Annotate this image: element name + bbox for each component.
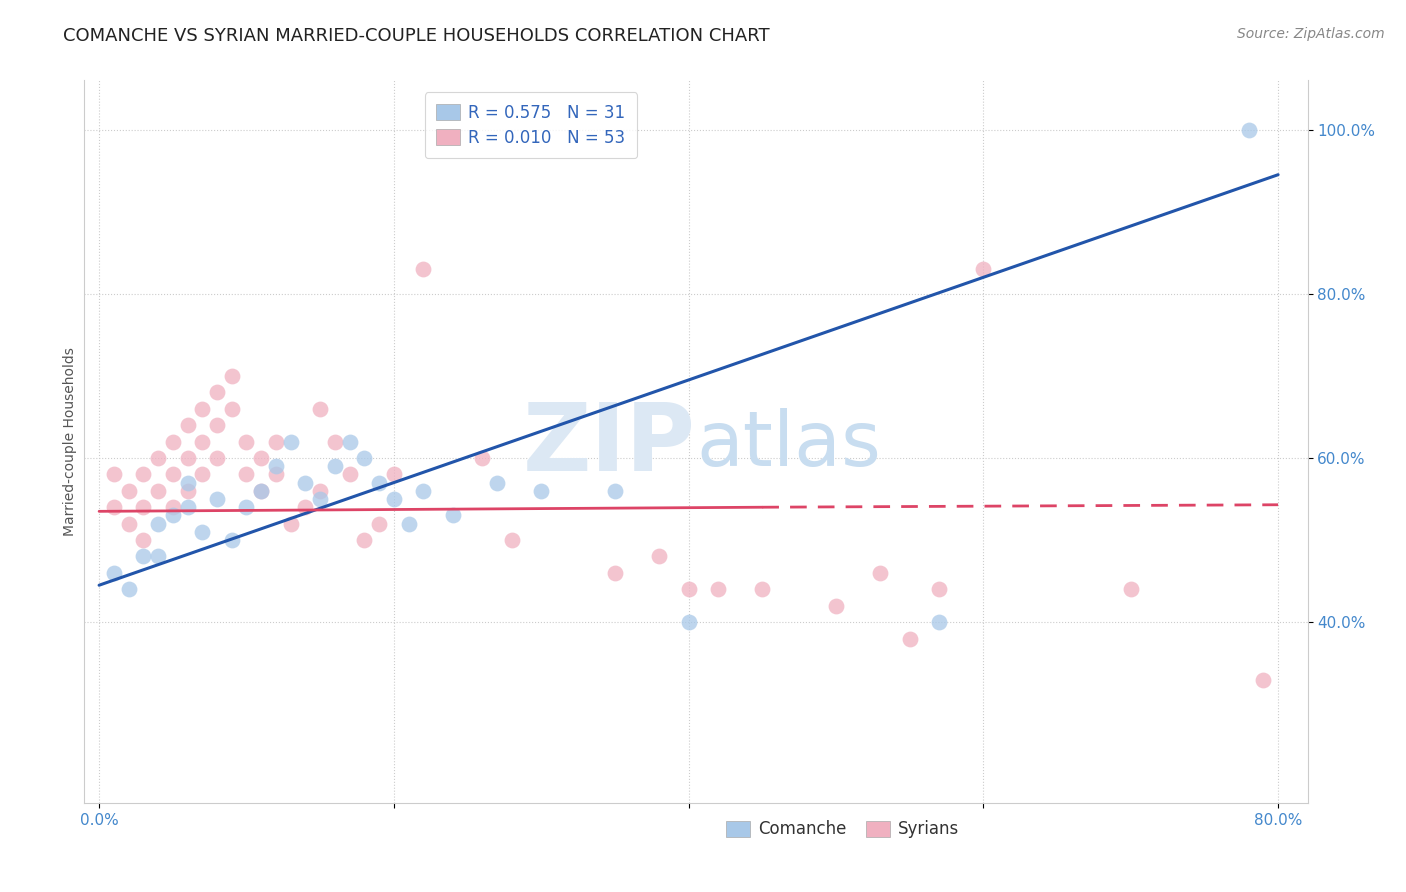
Point bbox=[264, 467, 287, 482]
Point bbox=[146, 516, 169, 531]
Point bbox=[648, 549, 671, 564]
Point bbox=[398, 516, 420, 531]
Point bbox=[280, 434, 302, 449]
Point bbox=[368, 516, 391, 531]
Text: atlas: atlas bbox=[696, 409, 880, 483]
Point bbox=[530, 483, 553, 498]
Point bbox=[869, 566, 891, 580]
Point bbox=[205, 418, 228, 433]
Point bbox=[412, 483, 434, 498]
Text: ZIP: ZIP bbox=[523, 399, 696, 491]
Point bbox=[309, 491, 332, 506]
Point bbox=[603, 566, 626, 580]
Point bbox=[280, 516, 302, 531]
Point bbox=[412, 262, 434, 277]
Point bbox=[751, 582, 773, 597]
Point bbox=[146, 450, 169, 465]
Point bbox=[132, 467, 155, 482]
Point bbox=[176, 475, 198, 490]
Point bbox=[382, 491, 405, 506]
Point bbox=[205, 491, 228, 506]
Point bbox=[205, 450, 228, 465]
Point bbox=[191, 524, 214, 539]
Point bbox=[501, 533, 523, 547]
Point bbox=[146, 549, 169, 564]
Point bbox=[707, 582, 730, 597]
Point bbox=[221, 368, 243, 383]
Point bbox=[117, 483, 139, 498]
Point bbox=[323, 434, 346, 449]
Point bbox=[1119, 582, 1142, 597]
Point bbox=[221, 533, 243, 547]
Point bbox=[1253, 673, 1275, 687]
Point bbox=[250, 450, 273, 465]
Point bbox=[191, 434, 214, 449]
Point bbox=[132, 500, 155, 515]
Legend: Comanche, Syrians: Comanche, Syrians bbox=[720, 814, 966, 845]
Point bbox=[323, 459, 346, 474]
Point bbox=[678, 582, 700, 597]
Point bbox=[353, 450, 375, 465]
Point bbox=[471, 450, 494, 465]
Point bbox=[250, 483, 273, 498]
Point bbox=[1237, 122, 1260, 136]
Point bbox=[235, 434, 257, 449]
Point bbox=[309, 483, 332, 498]
Point bbox=[103, 500, 125, 515]
Y-axis label: Married-couple Households: Married-couple Households bbox=[63, 347, 77, 536]
Point bbox=[353, 533, 375, 547]
Point bbox=[898, 632, 921, 646]
Point bbox=[132, 549, 155, 564]
Text: COMANCHE VS SYRIAN MARRIED-COUPLE HOUSEHOLDS CORRELATION CHART: COMANCHE VS SYRIAN MARRIED-COUPLE HOUSEH… bbox=[63, 27, 770, 45]
Point bbox=[221, 401, 243, 416]
Point bbox=[294, 500, 316, 515]
Point bbox=[294, 475, 316, 490]
Point bbox=[103, 467, 125, 482]
Point bbox=[176, 500, 198, 515]
Point bbox=[264, 459, 287, 474]
Point bbox=[132, 533, 155, 547]
Point bbox=[309, 401, 332, 416]
Point bbox=[162, 508, 184, 523]
Point bbox=[339, 434, 361, 449]
Point bbox=[191, 467, 214, 482]
Point bbox=[191, 401, 214, 416]
Point bbox=[176, 418, 198, 433]
Point bbox=[825, 599, 848, 613]
Point bbox=[235, 500, 257, 515]
Point bbox=[176, 450, 198, 465]
Point bbox=[972, 262, 994, 277]
Point bbox=[162, 500, 184, 515]
Point bbox=[485, 475, 508, 490]
Point bbox=[250, 483, 273, 498]
Point bbox=[368, 475, 391, 490]
Point bbox=[678, 615, 700, 630]
Point bbox=[264, 434, 287, 449]
Point bbox=[162, 467, 184, 482]
Point bbox=[928, 615, 950, 630]
Point bbox=[117, 582, 139, 597]
Point bbox=[103, 566, 125, 580]
Point bbox=[382, 467, 405, 482]
Point bbox=[117, 516, 139, 531]
Point bbox=[176, 483, 198, 498]
Point bbox=[928, 582, 950, 597]
Point bbox=[205, 385, 228, 400]
Point bbox=[441, 508, 464, 523]
Point bbox=[146, 483, 169, 498]
Point bbox=[339, 467, 361, 482]
Point bbox=[162, 434, 184, 449]
Point bbox=[235, 467, 257, 482]
Text: Source: ZipAtlas.com: Source: ZipAtlas.com bbox=[1237, 27, 1385, 41]
Point bbox=[603, 483, 626, 498]
